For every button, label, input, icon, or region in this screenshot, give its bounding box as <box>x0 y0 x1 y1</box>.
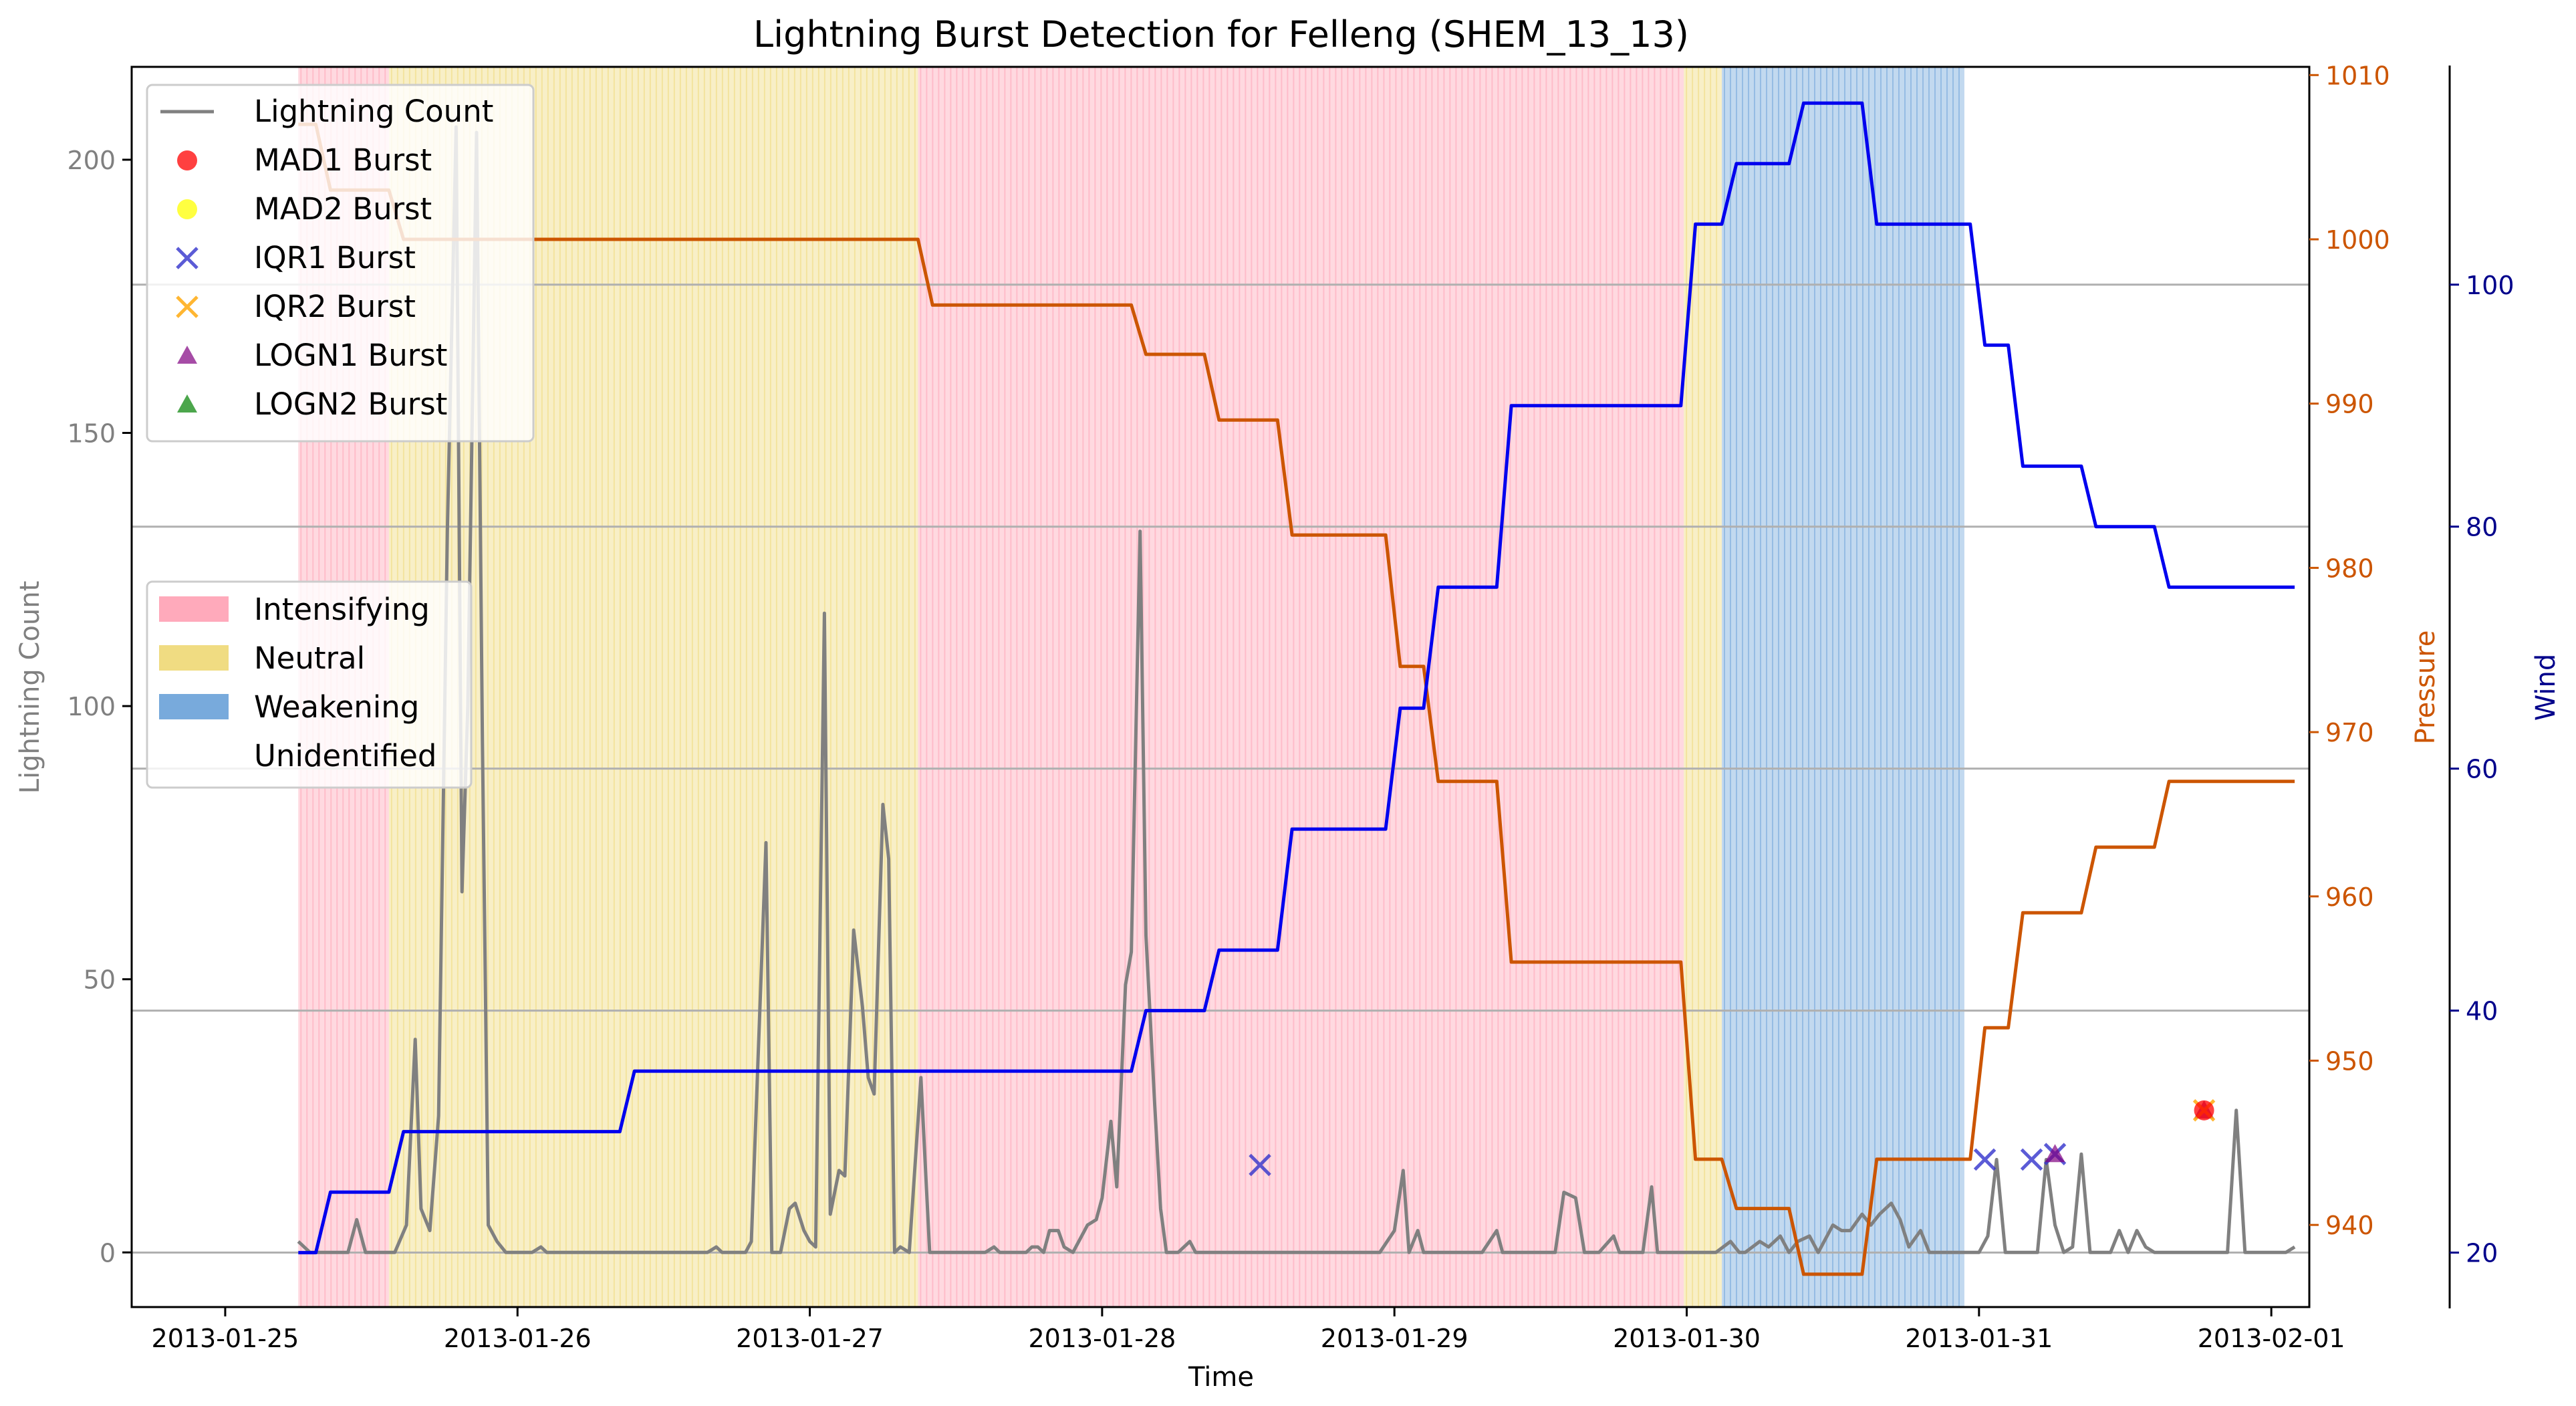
iqr1-burst-marker-stroke <box>2020 1148 2043 1171</box>
wind-axis-label: Wind <box>2531 654 2561 721</box>
lightning-tick-label: 100 <box>67 692 116 721</box>
lightning-count-line <box>297 125 2296 1254</box>
legend-swatch-iqr2-burst-stroke <box>176 296 199 318</box>
iqr1-burst-marker <box>2020 1148 2043 1171</box>
x-tick-label: 2013-01-30 <box>1613 1324 1761 1353</box>
legend-label-iqr1-burst: IQR1 Burst <box>254 240 416 275</box>
legend-swatch-iqr1-burst <box>176 247 199 269</box>
pressure-tick-label: 960 <box>2325 883 2374 912</box>
pressure-tick-label: 980 <box>2325 554 2374 583</box>
legend-label-mad1-burst: MAD1 Burst <box>254 142 432 178</box>
pressure-tick-label: 990 <box>2325 390 2374 419</box>
legend-phases-box <box>146 580 473 789</box>
legend-label-weakening: Weakening <box>254 689 419 725</box>
phase-band-intensifying <box>918 67 1684 1307</box>
legend-swatch-mad2-burst <box>177 199 197 219</box>
wind-tick-label: 40 <box>2466 997 2498 1026</box>
lightning-axis-label: Lightning Count <box>15 581 45 794</box>
x-axis-label: Time <box>1188 1362 1254 1393</box>
mad1-burst-marker <box>2194 1100 2214 1121</box>
x-tick-label: 2013-01-28 <box>1028 1324 1176 1353</box>
plot-frame <box>130 66 2311 1308</box>
pressure-axis-label: Pressure <box>2410 630 2441 745</box>
iqr1-burst-marker <box>1973 1148 1997 1171</box>
pressure-tick-label: 950 <box>2325 1046 2374 1076</box>
burst-markers <box>1249 1099 2216 1177</box>
x-tick-label: 2013-01-29 <box>1321 1324 1468 1353</box>
x-tick-label: 2013-01-26 <box>444 1324 592 1353</box>
iqr1-burst-marker-stroke <box>1973 1148 1997 1171</box>
iqr1-burst-marker-stroke <box>1249 1153 1271 1177</box>
legend-detections: Lightning Count MAD1 Burst MAD2 Burst IQR1 … <box>146 84 535 443</box>
legend-swatch-iqr1-burst-stroke <box>176 247 199 269</box>
legend-detections-box <box>146 84 535 443</box>
pressure-tick-label: 970 <box>2325 718 2374 747</box>
legend-swatch-iqr2-burst <box>176 296 199 318</box>
legend-label-lightning-count: Lightning Count <box>254 94 493 129</box>
lightning-tick-label: 200 <box>67 146 116 175</box>
wind-tick-label: 80 <box>2466 513 2498 542</box>
x-tick-label: 2013-01-27 <box>736 1324 884 1353</box>
wind-tick-label: 20 <box>2466 1239 2498 1268</box>
lightning-axis: 0 50 100 150 200 <box>67 146 132 1268</box>
pressure-tick-label: 1000 <box>2325 225 2390 255</box>
legend-swatch-intensifying <box>159 596 229 622</box>
iqr1-burst-marker <box>1249 1153 1271 1177</box>
legend-label-logn1-burst: LOGN1 Burst <box>254 338 447 373</box>
legend-label-logn2-burst: LOGN2 Burst <box>254 386 447 422</box>
phase-hatch-weakening <box>1723 67 1960 1307</box>
wind-axis: 20 40 60 80 100 <box>2448 66 2515 1308</box>
legend-phases: Intensifying Neutral Weakening Unidentified <box>146 580 473 789</box>
legend-label-unidentified: Unidentified <box>254 738 436 774</box>
logn1-burst-marker <box>2045 1144 2065 1163</box>
pressure-tick-label: 1010 <box>2325 61 2390 90</box>
wind-line <box>298 101 2295 1255</box>
legend-label-iqr2-burst: IQR2 Burst <box>254 289 416 324</box>
phase-band-weakening <box>1721 67 1964 1307</box>
series-layer <box>297 101 2296 1276</box>
legend-label-neutral: Neutral <box>254 640 365 676</box>
chart-title: Lightning Burst Detection for Felleng (S… <box>753 13 1689 55</box>
pressure-axis: 940 950 960 970 980 990 1000 1010 <box>2309 61 2390 1240</box>
x-axis: 2013-01-25 2013-01-26 2013-01-27 2013-01-28… <box>152 1307 2345 1353</box>
legend-label-intensifying: Intensifying <box>254 592 430 627</box>
lightning-tick-label: 150 <box>67 419 116 449</box>
phase-hatch-intensifying <box>920 67 1680 1307</box>
x-tick-label: 2013-01-25 <box>152 1324 299 1353</box>
wind-tick-label: 60 <box>2466 755 2498 784</box>
legend-swatch-mad1-burst <box>177 150 197 170</box>
x-tick-label: 2013-01-31 <box>1905 1324 2053 1353</box>
lightning-tick-label: 0 <box>100 1238 116 1268</box>
legend-label-mad2-burst: MAD2 Burst <box>254 191 432 227</box>
grid-lines <box>132 283 2309 1254</box>
lightning-tick-label: 50 <box>84 965 116 995</box>
pressure-tick-label: 940 <box>2325 1211 2374 1240</box>
phase-bands <box>298 67 1964 1307</box>
x-tick-label: 2013-02-01 <box>2198 1324 2345 1353</box>
legend-swatch-weakening <box>159 694 229 719</box>
legend-swatch-logn2-burst <box>177 394 197 413</box>
legend-swatch-neutral <box>159 645 229 671</box>
legend-swatch-logn1-burst <box>177 346 197 364</box>
pressure-line <box>298 122 2295 1276</box>
wind-tick-label: 100 <box>2466 271 2515 300</box>
